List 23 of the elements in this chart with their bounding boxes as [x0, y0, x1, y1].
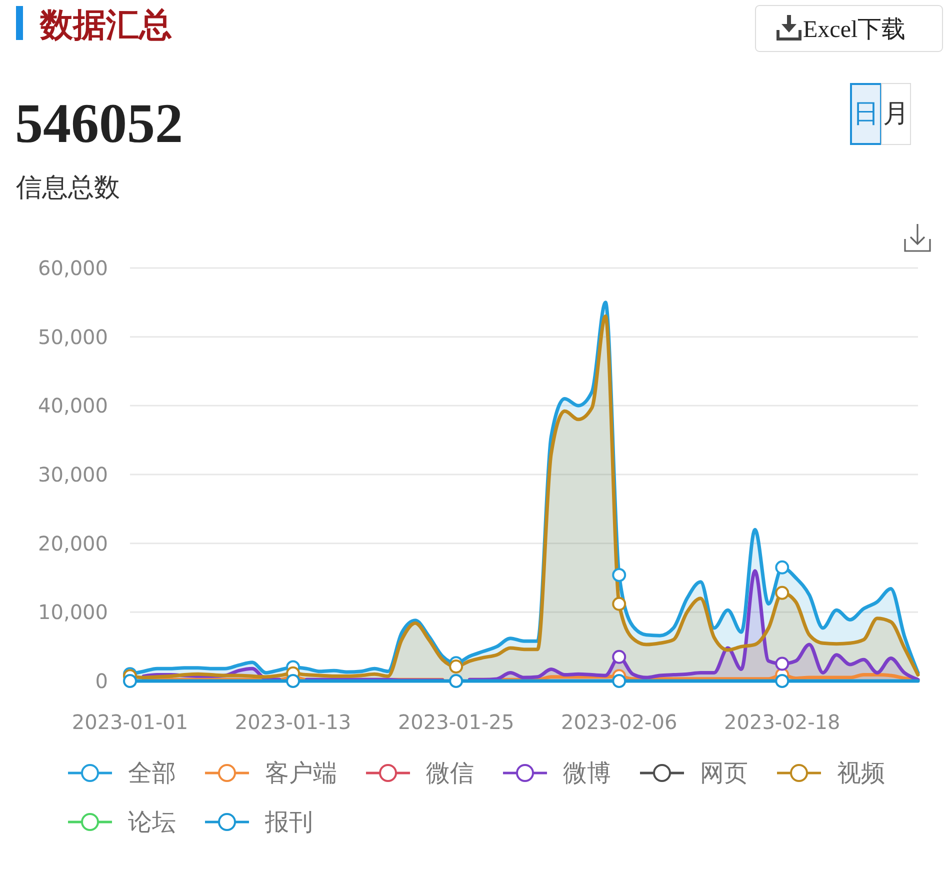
x-tick-label: 2023-01-13 — [234, 710, 352, 734]
legend-label: 微信 — [426, 759, 474, 787]
legend-label: 论坛 — [128, 808, 176, 836]
x-tick-label: 2023-01-01 — [72, 710, 188, 734]
legend-label: 报刊 — [264, 808, 313, 836]
x-tick-label: 2023-01-25 — [398, 710, 514, 734]
legend-label: 网页 — [700, 759, 748, 787]
legend-label: 客户端 — [265, 759, 337, 787]
x-tick-label: 2023-02-18 — [724, 710, 840, 734]
y-tick-label: 0 — [95, 669, 108, 693]
y-tick-label: 30,000 — [38, 462, 108, 486]
text: 546052 — [15, 93, 183, 155]
x-tick-label: 2023-02-06 — [560, 710, 678, 734]
y-tick-label: 40,000 — [38, 394, 108, 418]
legend-label: 全部 — [128, 759, 176, 787]
y-tick-label: 60,000 — [38, 256, 108, 280]
y-tick-label: 50,000 — [38, 324, 108, 349]
legend-label: 微博 — [563, 759, 611, 787]
text: 信息总数 — [16, 173, 120, 203]
chart-title: 数据汇总 — [39, 5, 172, 44]
y-tick-label: 20,000 — [38, 531, 108, 556]
y-tick-label: 10,000 — [38, 600, 108, 624]
legend-label: 视频 — [837, 759, 885, 787]
